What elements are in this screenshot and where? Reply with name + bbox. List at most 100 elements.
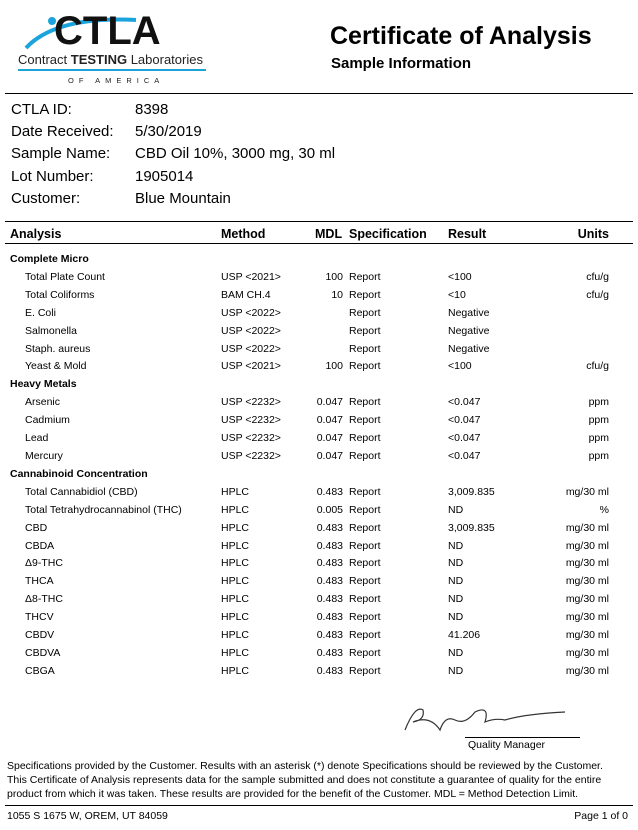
cell-spec: Report [349,503,381,516]
cell-mdl: 0.047 [316,450,343,463]
cell-analysis: Δ9-THC [25,557,63,570]
table-row: Total Coliforms BAM CH.4 10 Report <10 cfu/g [0,286,638,304]
cell-units: % [599,503,609,516]
table-row: Total Tetrahydrocannabinol (THC) HPLC 0.00… [0,501,638,519]
cell-mdl: 0.483 [316,593,343,606]
table-row: Total Cannabidiol (CBD) HPLC 0.483 Report 3,… [0,483,638,501]
cell-analysis: Mercury [25,450,63,463]
cell-spec: Report [349,521,381,534]
results-table: Complete Micro Total Plate Count USP <2021… [0,250,638,680]
cell-analysis: Total Plate Count [25,271,105,283]
cell-spec: Report [349,450,381,463]
header-result: Result [448,227,487,241]
header-spec: Specification [349,227,427,241]
cell-analysis: Δ8-THC [25,593,63,606]
svg-text:CTLA: CTLA [54,9,161,53]
footer-notes: Specifications provided by the Customer.… [7,759,635,801]
table-row: CBDVA HPLC 0.483 Report ND mg/30 ml [0,644,638,662]
cell-units: cfu/g [586,271,609,283]
info-value: Blue Mountain [135,189,231,207]
cell-analysis: Arsenic [25,396,61,409]
section-header: Complete Micro [10,253,89,265]
cell-spec: Report [349,593,381,606]
cell-analysis: Cadmium [25,414,70,427]
cell-spec: Report [349,271,381,283]
lab-address: 1055 S 1675 W, OREM, UT 84059 [7,810,168,822]
document-title: Certificate of Analysis [330,22,592,50]
cell-units: mg/30 ml [565,611,609,624]
cell-method: HPLC [221,485,250,498]
header-analysis: Analysis [10,227,62,241]
cell-analysis: Total Tetrahydrocannabinol (THC) [25,503,182,516]
cell-units: mg/30 ml [565,593,609,606]
cell-method: BAM CH.4 [221,288,271,301]
cell-units: mg/30 ml [565,557,609,570]
table-header: Analysis Method MDL Specification Result… [0,227,638,243]
sample-info: CTLA ID: 8398 Date Received: 5/30/2019 Sampl… [11,101,335,212]
cell-mdl: 0.483 [316,629,343,642]
cell-analysis: CBDA [25,539,55,552]
cell-spec: Report [349,324,381,337]
table-row: CBDV HPLC 0.483 Report 41.206 mg/30 ml [0,626,638,644]
signature-line [465,737,580,738]
cell-result: <0.047 [448,432,481,445]
info-row: CTLA ID: 8398 [11,101,335,123]
table-row: Arsenic USP <2232> 0.047 Report <0.047 ppm [0,393,638,411]
cell-spec: Report [349,646,381,659]
cell-analysis: CBD [25,521,48,534]
cell-result: <100 [448,360,472,373]
cell-method: HPLC [221,521,250,534]
cell-units: mg/30 ml [565,575,609,588]
cell-method: HPLC [221,611,250,624]
cell-method: HPLC [221,503,250,516]
info-value: 1905014 [135,167,194,185]
cell-result: ND [448,575,464,588]
note-line: product from which it was taken. These r… [7,788,579,800]
table-row: Cadmium USP <2232> 0.047 Report <0.047 ppm [0,411,638,429]
note-line: This Certificate of Analysis represents … [7,774,602,786]
cell-mdl: 0.047 [316,396,343,409]
cell-analysis: Salmonella [25,324,77,337]
cell-method: USP <2021> [221,271,281,283]
cell-units: mg/30 ml [565,646,609,659]
cell-result: Negative [448,306,490,319]
cell-spec: Report [349,396,381,409]
cell-result: ND [448,664,464,677]
cell-method: USP <2022> [221,342,281,355]
cell-units: ppm [588,414,609,427]
cell-mdl: 0.483 [316,539,343,552]
cell-spec: Report [349,611,381,624]
section-header: Heavy Metals [10,378,77,391]
header-method: Method [221,227,266,241]
cell-method: USP <2232> [221,450,281,463]
table-row: Staph. aureus USP <2022> Report Negative [0,340,638,358]
divider [5,93,633,94]
table-row: CBD HPLC 0.483 Report 3,009.835 mg/30 ml [0,519,638,537]
cell-result: Negative [448,342,490,355]
table-row: Lead USP <2232> 0.047 Report <0.047 ppm [0,429,638,447]
cell-analysis: E. Coli [25,306,56,319]
cell-result: 41.206 [448,629,481,642]
cell-mdl: 100 [325,271,343,283]
cell-method: USP <2021> [221,360,281,373]
cell-spec: Report [349,360,381,373]
info-label: Date Received: [11,123,114,141]
cell-analysis: Total Cannabidiol (CBD) [25,485,138,498]
document-subtitle: Sample Information [331,55,472,72]
info-label: Sample Name: [11,145,111,163]
cell-mdl: 0.483 [316,575,343,588]
info-value: 5/30/2019 [135,123,202,141]
note-line: Specifications provided by the Customer.… [7,760,603,772]
cell-result: ND [448,611,464,624]
cell-method: USP <2022> [221,306,281,319]
cell-method: HPLC [221,646,250,659]
cell-units: ppm [588,432,609,445]
cell-method: HPLC [221,629,250,642]
cell-analysis: THCA [25,575,54,588]
cell-spec: Report [349,485,381,498]
cell-units: mg/30 ml [565,664,609,677]
cell-result: <0.047 [448,450,481,463]
cell-analysis: Total Coliforms [25,288,95,301]
section-header: Cannabinoid Concentration [10,467,148,480]
ctla-logo: CTLA Contract TESTING Laboratories OF AM… [16,6,212,86]
